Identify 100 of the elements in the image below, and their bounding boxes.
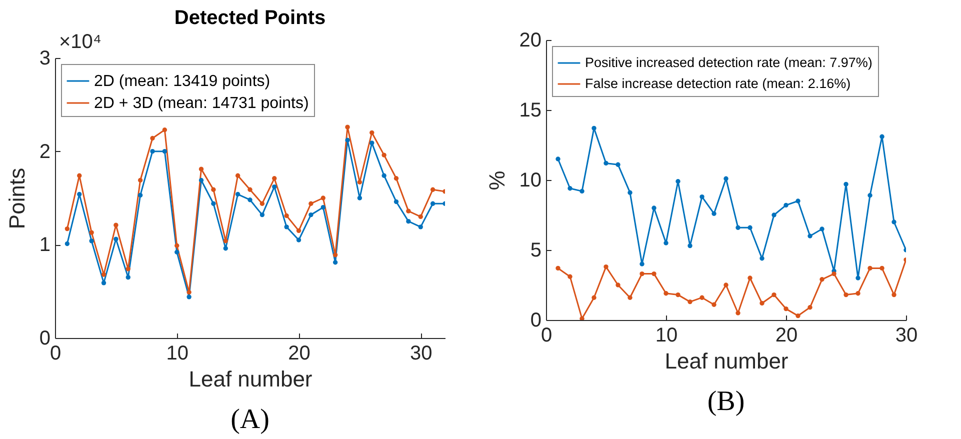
point xyxy=(211,201,216,206)
point xyxy=(688,299,692,304)
point xyxy=(556,266,560,271)
point xyxy=(430,187,436,192)
point xyxy=(418,224,423,230)
legend-label: 2D + 3D (mean: 14731 points) xyxy=(94,95,309,112)
point xyxy=(345,124,350,130)
point xyxy=(592,126,596,131)
legend-label: Positive increased detection rate (mean: 7.97%) xyxy=(585,55,872,70)
legend-label: False increase detection rate (mean: 2.16%) xyxy=(585,76,851,91)
point xyxy=(186,294,192,300)
point xyxy=(640,271,644,276)
point xyxy=(712,302,716,307)
point xyxy=(616,162,620,167)
point xyxy=(138,178,143,183)
text: (B) xyxy=(707,386,745,417)
x-tick-label: 30 xyxy=(895,324,918,346)
point xyxy=(736,225,740,230)
point xyxy=(556,156,560,162)
point xyxy=(223,238,228,244)
point xyxy=(126,266,130,272)
x-tick-label: 10 xyxy=(655,324,678,346)
point xyxy=(101,280,106,286)
point xyxy=(760,300,764,306)
point xyxy=(676,179,680,184)
point xyxy=(724,176,728,181)
chart-title: Detected Points xyxy=(174,7,326,29)
point xyxy=(114,236,118,242)
point xyxy=(223,246,228,251)
point xyxy=(64,241,70,246)
point xyxy=(676,292,680,298)
point xyxy=(832,271,836,276)
point xyxy=(772,212,776,218)
point xyxy=(138,192,143,198)
point xyxy=(174,243,180,248)
point xyxy=(248,187,252,192)
point xyxy=(652,271,656,276)
point xyxy=(808,305,812,310)
point xyxy=(592,295,596,300)
y-tick-label: 10 xyxy=(519,170,542,192)
point xyxy=(640,262,644,266)
point xyxy=(150,136,155,141)
point xyxy=(604,264,608,270)
point xyxy=(868,193,872,198)
y-axis-title: Points xyxy=(4,168,30,230)
point xyxy=(77,192,82,197)
point xyxy=(844,182,848,187)
x-tick-label: 30 xyxy=(410,342,432,364)
point xyxy=(150,148,155,154)
point xyxy=(186,290,192,295)
point xyxy=(664,240,668,246)
x-tick-label: 20 xyxy=(775,324,798,346)
point xyxy=(114,222,118,228)
point xyxy=(652,206,656,210)
point xyxy=(406,208,411,214)
point xyxy=(272,184,277,190)
point xyxy=(260,212,265,218)
point xyxy=(77,173,82,178)
point xyxy=(345,138,350,142)
point xyxy=(688,243,692,248)
point xyxy=(308,201,314,206)
point xyxy=(700,295,704,300)
point xyxy=(628,295,632,300)
point xyxy=(126,274,130,280)
point xyxy=(880,266,884,271)
point xyxy=(760,256,764,261)
point xyxy=(418,214,423,220)
point xyxy=(892,292,896,298)
point xyxy=(394,199,399,204)
legend-label: 2D (mean: 13419 points) xyxy=(94,73,270,90)
point xyxy=(844,292,848,298)
point xyxy=(284,224,289,230)
point xyxy=(406,218,411,224)
point xyxy=(616,282,620,288)
point xyxy=(664,291,668,296)
point xyxy=(382,152,386,158)
y-tick-label: 1 xyxy=(39,234,50,256)
x-tick-label: 10 xyxy=(166,342,188,364)
point xyxy=(580,188,584,194)
point xyxy=(198,178,204,183)
point xyxy=(856,291,860,296)
point xyxy=(856,276,860,280)
point xyxy=(235,192,240,197)
y-tick-label: 0 xyxy=(530,310,542,332)
point xyxy=(235,173,240,178)
point xyxy=(296,228,302,234)
point xyxy=(712,211,716,216)
point xyxy=(89,230,94,235)
text: ×10⁴ xyxy=(59,31,102,53)
point xyxy=(748,225,752,230)
point xyxy=(568,186,572,191)
x-tick-label: 20 xyxy=(288,342,310,364)
point xyxy=(820,277,824,282)
point xyxy=(892,220,896,224)
point xyxy=(370,140,374,146)
point xyxy=(748,276,752,280)
point xyxy=(320,196,326,200)
y-tick-label: 5 xyxy=(530,240,542,262)
point xyxy=(628,190,632,195)
point xyxy=(382,173,386,178)
